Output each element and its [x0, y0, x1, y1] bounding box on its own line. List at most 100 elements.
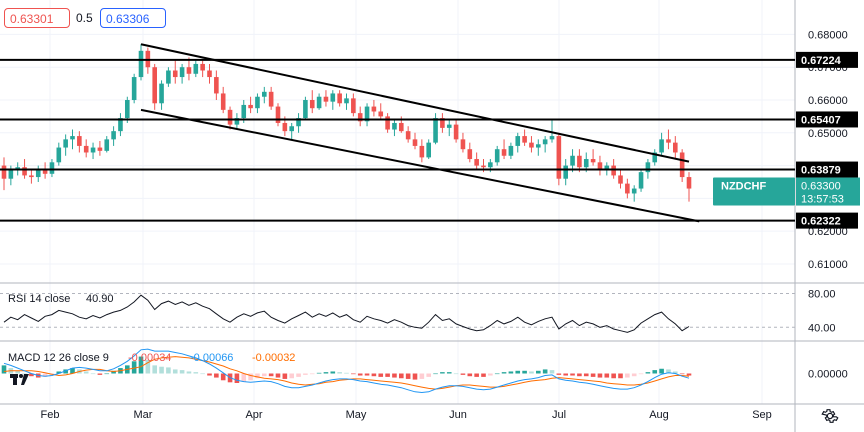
candle-body[interactable]: [556, 136, 562, 179]
candle-body[interactable]: [652, 152, 658, 163]
candle-body[interactable]: [268, 91, 274, 107]
candle-body[interactable]: [262, 91, 267, 97]
candle-body[interactable]: [508, 145, 514, 156]
candle-body[interactable]: [344, 98, 349, 104]
candle-body[interactable]: [405, 131, 411, 140]
bid-price-box[interactable]: 0.63301: [4, 8, 70, 28]
candle-body[interactable]: [241, 104, 247, 119]
candle-body[interactable]: [70, 136, 75, 140]
candle-body[interactable]: [316, 96, 322, 109]
candle-body[interactable]: [15, 167, 20, 169]
macd-signal-line[interactable]: [3, 356, 690, 390]
candle-body[interactable]: [392, 122, 397, 130]
candle-body[interactable]: [234, 118, 240, 125]
candle-body[interactable]: [77, 136, 82, 146]
candle-body[interactable]: [494, 149, 500, 163]
candle-body[interactable]: [399, 122, 404, 132]
candle-body[interactable]: [426, 142, 431, 158]
candle-body[interactable]: [207, 70, 212, 78]
channel-lower-line[interactable]: [140, 108, 700, 223]
candle-body[interactable]: [364, 106, 370, 122]
candle-body[interactable]: [282, 122, 288, 132]
candle-body[interactable]: [35, 170, 41, 178]
candle-body[interactable]: [542, 139, 548, 145]
candle-body[interactable]: [289, 126, 294, 132]
candle-body[interactable]: [433, 118, 438, 143]
candle-body[interactable]: [330, 93, 336, 102]
candle-body[interactable]: [453, 124, 459, 140]
candle-body[interactable]: [166, 70, 171, 84]
ask-price-box[interactable]: 0.63306: [100, 8, 166, 28]
candle-body[interactable]: [501, 149, 507, 156]
candle-body[interactable]: [56, 147, 62, 163]
candle-body[interactable]: [49, 162, 55, 174]
settings-button[interactable]: [818, 404, 842, 428]
candle-body[interactable]: [83, 145, 89, 153]
candle-body[interactable]: [673, 142, 678, 153]
candle-body[interactable]: [522, 136, 527, 143]
rsi-line[interactable]: [3, 294, 690, 333]
axes[interactable]: Feb Mar Apr May Jun Jul Aug Sep0.680000.670000.…: [41, 29, 860, 421]
candle-body[interactable]: [529, 142, 534, 148]
macd-line[interactable]: [3, 348, 690, 394]
candle-body[interactable]: [309, 100, 315, 109]
macd-pane[interactable]: [1, 348, 692, 394]
candle-body[interactable]: [152, 67, 157, 104]
candle-body[interactable]: [337, 93, 342, 104]
candle-body[interactable]: [104, 139, 110, 151]
candle-body[interactable]: [118, 118, 123, 132]
candle-body[interactable]: [1, 165, 7, 179]
candle-body[interactable]: [125, 100, 130, 119]
candle-body[interactable]: [275, 106, 281, 123]
candle-body[interactable]: [659, 139, 664, 153]
candle-body[interactable]: [63, 139, 68, 148]
candle-body[interactable]: [570, 155, 575, 166]
channel-upper-line[interactable]: [140, 43, 690, 163]
candle-body[interactable]: [467, 149, 473, 160]
candle-body[interactable]: [8, 168, 14, 179]
candle-body[interactable]: [186, 67, 192, 74]
candle-body[interactable]: [42, 170, 48, 174]
candle-body[interactable]: [631, 188, 637, 194]
candle-body[interactable]: [371, 106, 377, 112]
candle-body[interactable]: [515, 136, 521, 146]
candle-body[interactable]: [618, 175, 623, 184]
candle-body[interactable]: [666, 139, 671, 143]
candle-body[interactable]: [604, 165, 610, 171]
candle-body[interactable]: [378, 111, 384, 117]
candle-body[interactable]: [638, 172, 644, 189]
candle-body[interactable]: [97, 147, 103, 151]
tradingview-logo-icon[interactable]: [10, 374, 29, 385]
candle-body[interactable]: [90, 147, 96, 153]
candle-body[interactable]: [172, 70, 178, 78]
candle-body[interactable]: [323, 96, 329, 102]
candle-body[interactable]: [597, 162, 603, 171]
candle-body[interactable]: [111, 131, 116, 140]
candle-body[interactable]: [590, 159, 596, 163]
candle-body[interactable]: [460, 139, 466, 150]
candle-body[interactable]: [549, 136, 555, 140]
candle-body[interactable]: [214, 77, 219, 94]
candle-body[interactable]: [351, 98, 356, 114]
candle-body[interactable]: [686, 177, 692, 189]
candle-body[interactable]: [385, 116, 390, 130]
candle-body[interactable]: [440, 118, 445, 128]
candle-body[interactable]: [22, 167, 27, 176]
candle-body[interactable]: [296, 118, 301, 127]
candle-body[interactable]: [583, 159, 589, 168]
candle-body[interactable]: [563, 165, 568, 179]
candle-body[interactable]: [159, 83, 164, 104]
candle-body[interactable]: [536, 144, 541, 148]
candle-body[interactable]: [179, 67, 185, 78]
candle-body[interactable]: [625, 183, 630, 194]
candle-body[interactable]: [357, 113, 363, 122]
rsi-pane[interactable]: [0, 292, 795, 333]
candle-body[interactable]: [248, 104, 253, 109]
candle-body[interactable]: [220, 93, 226, 110]
price-pane[interactable]: [0, 43, 795, 223]
candle-body[interactable]: [488, 162, 493, 168]
candle-body[interactable]: [577, 155, 582, 168]
candle-body[interactable]: [481, 165, 486, 168]
candle-body[interactable]: [645, 162, 651, 173]
